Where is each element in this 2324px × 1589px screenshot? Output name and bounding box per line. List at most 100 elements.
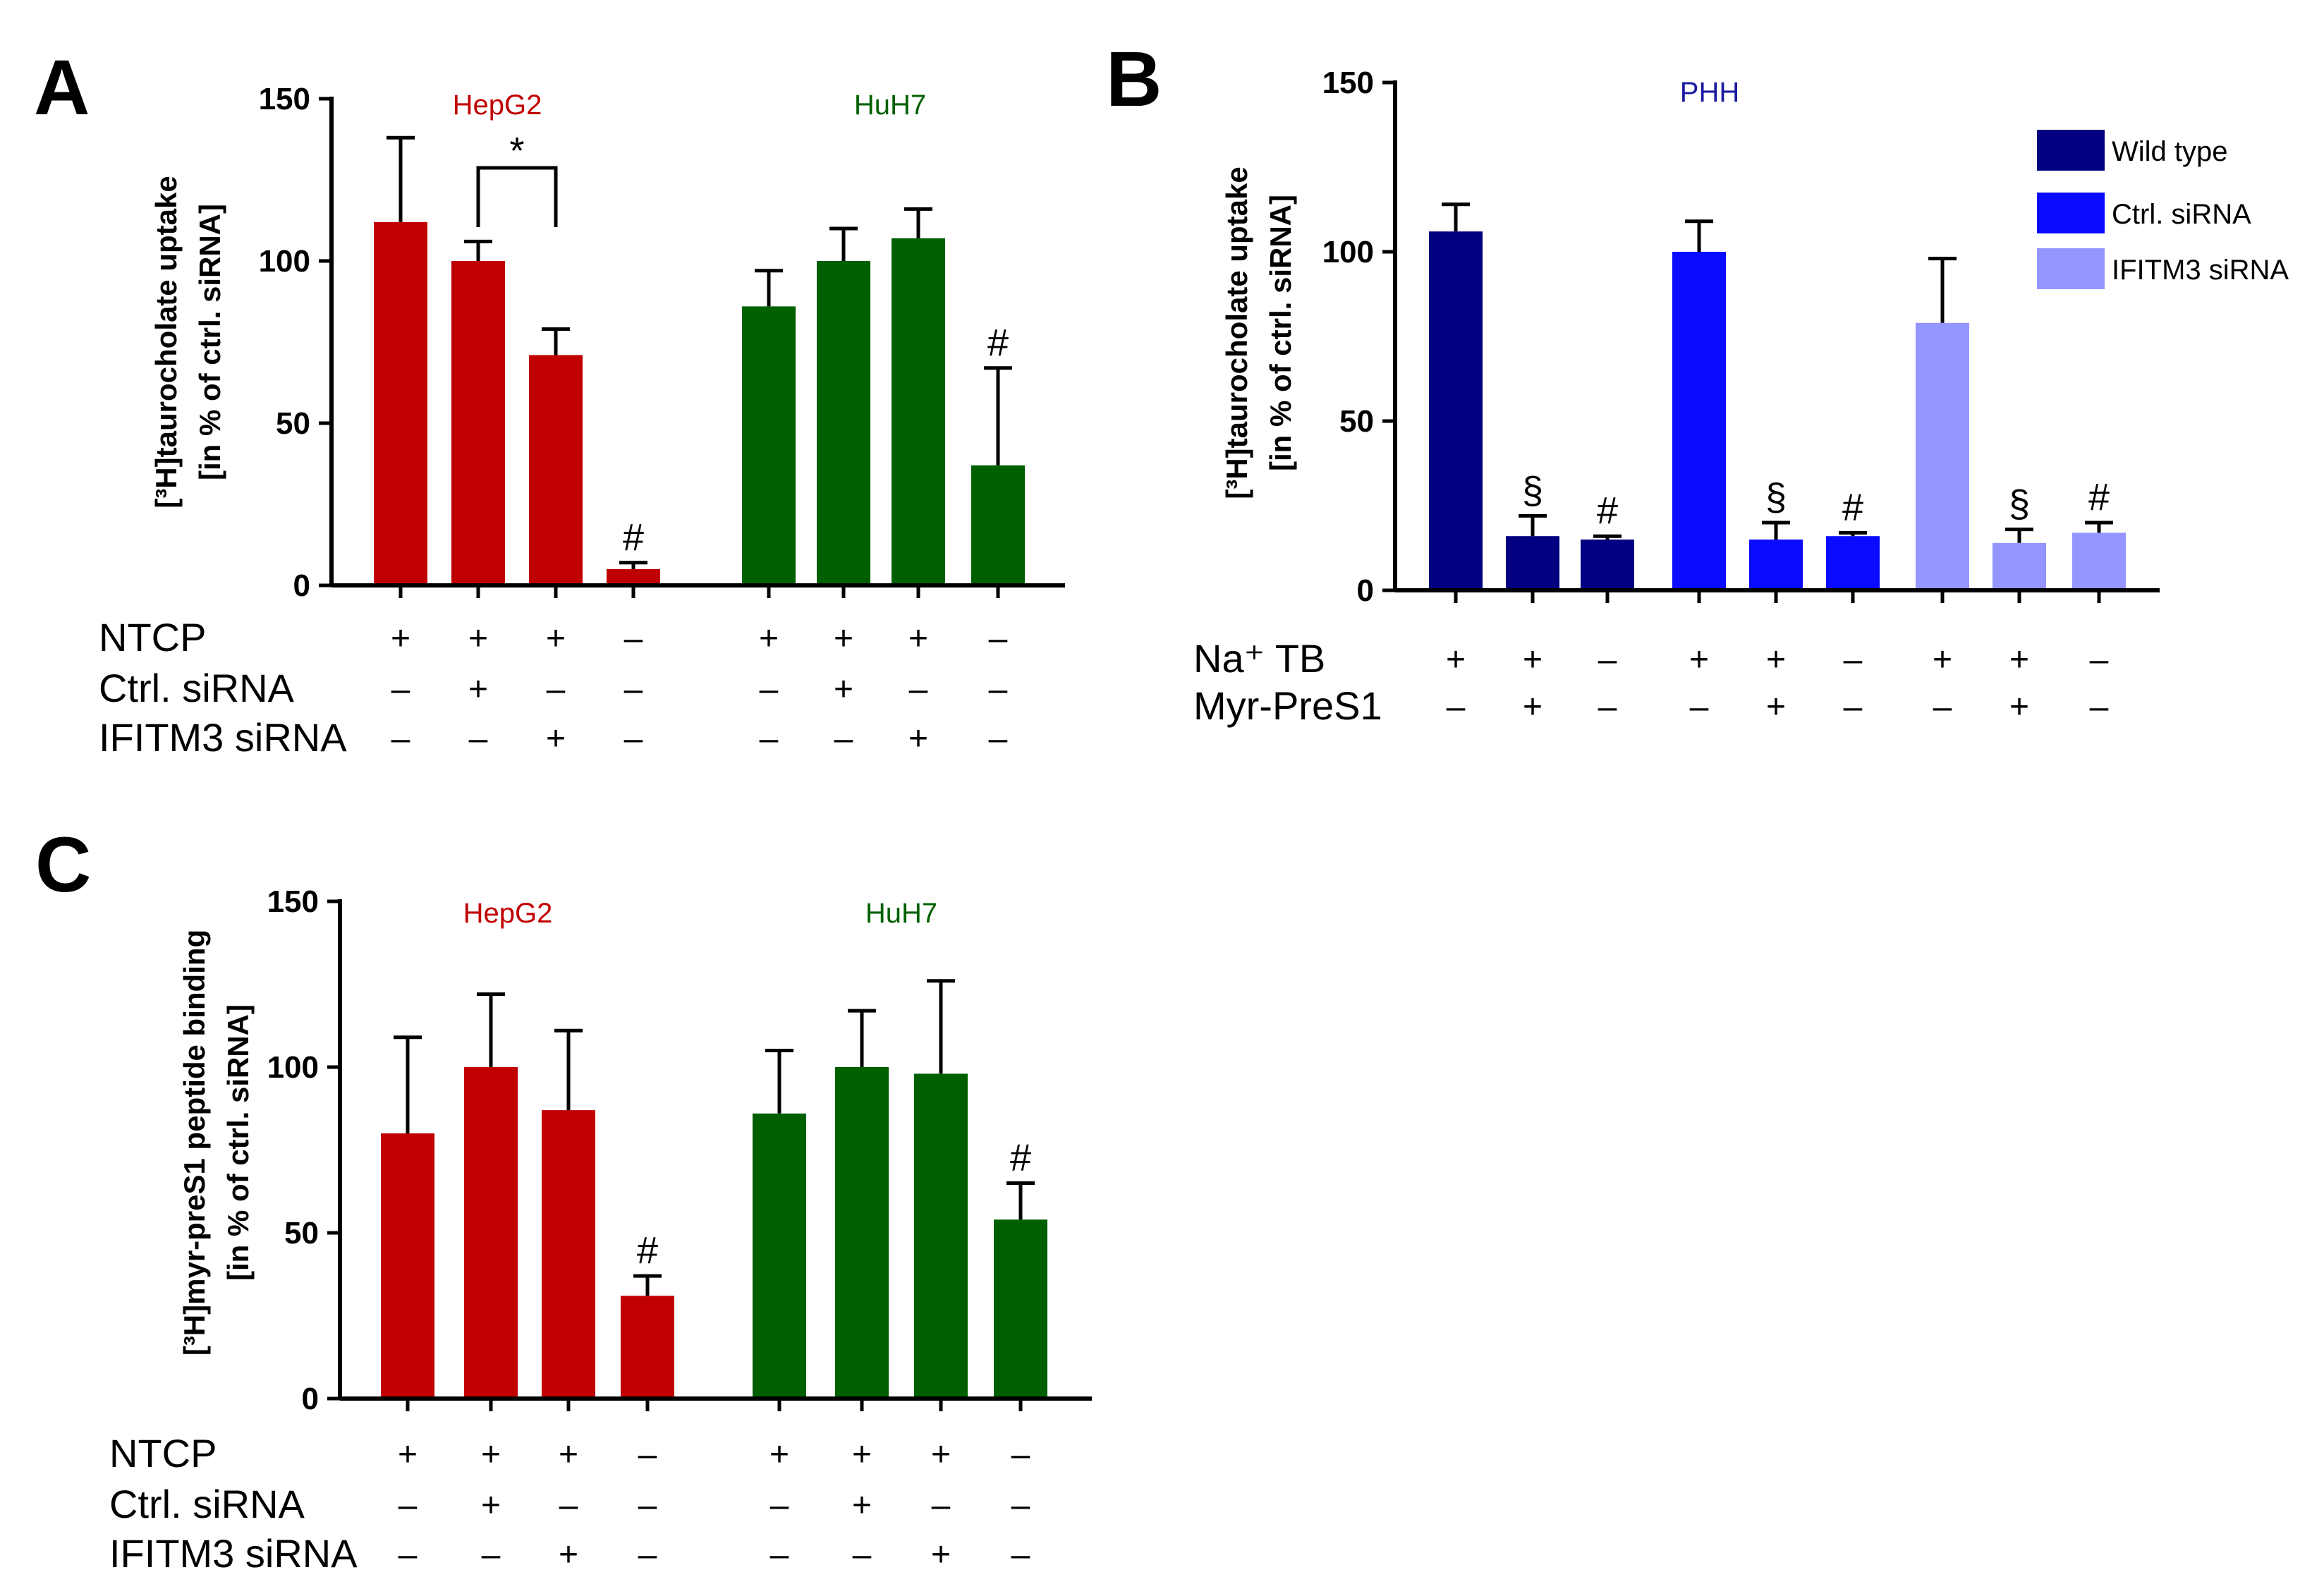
group-label-huh7: HuH7 [865, 898, 937, 929]
y-axis-label-line-2: [in % of ctrl. siRNA] [193, 204, 226, 480]
bar-annotation-6: # [1842, 486, 1863, 528]
condition-sign: + [1933, 641, 1952, 678]
y-axis-label-line-1: [³H]taurocholate uptake [1220, 166, 1253, 499]
condition-sign: – [1011, 1536, 1030, 1573]
error-bar-2 [464, 239, 492, 261]
bar-8 [994, 1219, 1047, 1399]
condition-sign: + [1523, 688, 1543, 726]
error-bar-3 [1593, 534, 1622, 540]
panel-b-label: B [1106, 36, 1162, 123]
condition-sign: – [391, 671, 410, 708]
bar-9 [2072, 532, 2126, 590]
condition-sign: + [852, 1436, 872, 1473]
error-bar-7 [927, 979, 955, 1074]
bar-4 [621, 1296, 674, 1399]
error-bar-3 [554, 1028, 583, 1111]
condition-sign: – [399, 1536, 418, 1573]
condition-sign: + [1766, 688, 1786, 726]
bar-4 [1672, 252, 1726, 590]
error-bar-3 [542, 327, 570, 355]
condition-sign: + [468, 671, 488, 708]
error-bar-1 [387, 135, 415, 222]
group-label-hepg2: HepG2 [463, 898, 553, 929]
condition-sign: + [931, 1536, 951, 1573]
bar-5 [742, 306, 796, 585]
condition-label-1: NTCP [109, 1431, 217, 1475]
condition-sign: + [546, 720, 566, 757]
y-axis-label-line-1: [³H]taurocholate uptake [150, 176, 183, 508]
condition-sign: – [399, 1487, 418, 1524]
bar-4 [607, 569, 660, 585]
condition-sign: – [391, 720, 410, 757]
error-bar-6 [1839, 530, 1867, 537]
condition-label-1: NTCP [99, 615, 206, 659]
condition-label-3: IFITM3 siRNA [99, 715, 347, 760]
error-bar-4 [1685, 219, 1713, 252]
y-tick-label-50: 50 [1339, 404, 1374, 439]
condition-sign: – [1598, 688, 1617, 726]
bar-3 [1581, 540, 1634, 590]
condition-sign: + [398, 1436, 418, 1473]
condition-sign: – [638, 1536, 657, 1573]
y-tick-label-0: 0 [1357, 573, 1374, 608]
bar-7 [1916, 322, 1969, 590]
y-tick-label-150: 150 [259, 82, 310, 116]
y-tick-label-100: 100 [259, 244, 310, 279]
y-axis-label-line-2: [in % of ctrl. siRNA] [221, 1004, 255, 1281]
condition-sign: + [759, 620, 779, 657]
condition-sign: – [547, 671, 566, 708]
legend-swatch-1 [2037, 130, 2105, 171]
error-bar-9 [2085, 520, 2113, 533]
condition-sign: + [481, 1436, 501, 1473]
bar-annotation-5: § [1765, 476, 1787, 518]
bar-2 [1506, 536, 1559, 590]
error-bar-8 [984, 366, 1012, 465]
condition-sign: – [482, 1536, 501, 1573]
condition-sign: + [468, 620, 488, 657]
error-bar-2 [1519, 513, 1547, 537]
bar-1 [1429, 231, 1483, 590]
condition-sign: – [1011, 1436, 1030, 1473]
bar-6 [1826, 536, 1880, 590]
condition-sign: – [760, 671, 779, 708]
condition-sign: + [1766, 641, 1786, 678]
bar-3 [542, 1110, 595, 1399]
group-label-huh7: HuH7 [854, 90, 926, 121]
bar-annotation-8: # [987, 322, 1009, 364]
condition-sign: + [769, 1436, 789, 1473]
error-bar-1 [394, 1035, 422, 1133]
error-bar-4 [619, 561, 647, 569]
condition-sign: + [908, 720, 928, 757]
condition-sign: + [908, 620, 928, 657]
condition-sign: + [559, 1536, 578, 1573]
bar-annotation-9: # [2088, 476, 2110, 518]
condition-sign: – [989, 720, 1008, 757]
error-bar-5 [1762, 520, 1790, 540]
condition-sign: + [931, 1436, 951, 1473]
legend-label-1: Wild type [2112, 136, 2228, 167]
bar-annotation-8: § [2009, 483, 2030, 525]
panel-a: A # #0 50 100 150 [³H]taurocholate uptake [in … [34, 44, 1065, 760]
condition-sign: – [638, 1487, 657, 1524]
condition-sign: – [469, 720, 488, 757]
condition-sign: + [834, 620, 853, 657]
y-tick-label-50: 50 [276, 406, 310, 441]
condition-sign: – [909, 671, 928, 708]
condition-sign: + [1689, 641, 1709, 678]
condition-sign: – [624, 620, 643, 657]
condition-label-2: Ctrl. siRNA [109, 1482, 305, 1526]
panel-c-label: C [35, 822, 91, 908]
condition-sign: + [481, 1487, 501, 1524]
condition-sign: – [760, 720, 779, 757]
bar-annotation-3: # [1597, 489, 1618, 532]
condition-sign: – [770, 1536, 789, 1573]
condition-sign: – [1447, 688, 1466, 726]
error-bar-2 [477, 992, 505, 1067]
condition-sign: – [1844, 641, 1863, 678]
error-bar-7 [1928, 257, 1957, 323]
significance-bracket [476, 166, 558, 227]
condition-sign: – [2090, 688, 2109, 726]
legend-swatch-2 [2037, 193, 2105, 233]
